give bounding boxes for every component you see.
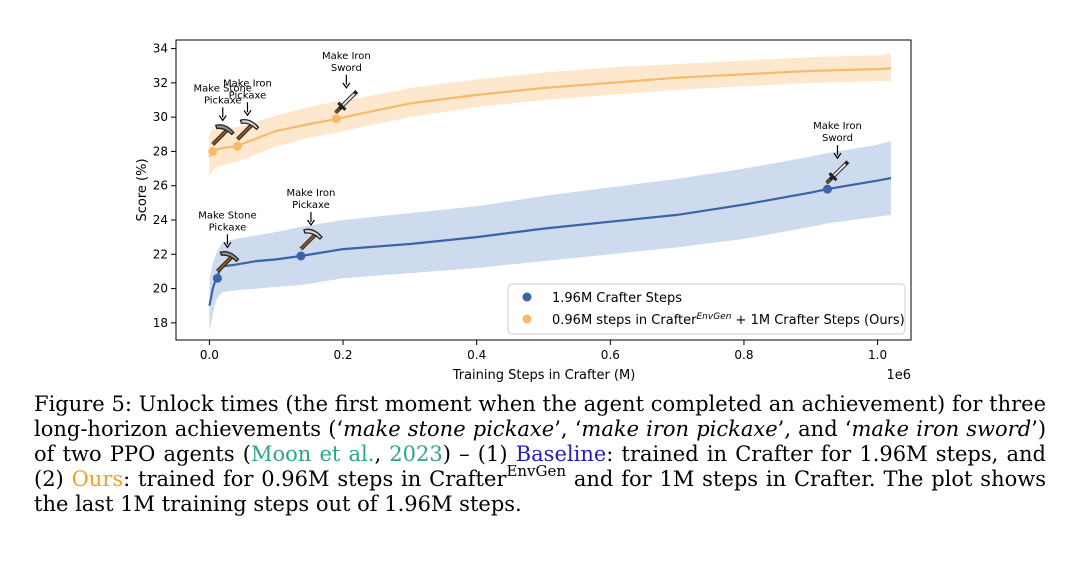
pickaxe-handle [300,232,318,250]
legend-ours-sup: EnvGen [696,312,731,322]
annotation-arrow-head [306,219,315,227]
figure-caption: Figure 5: Unlock times (the first moment… [34,392,1046,517]
x-tick-label: 0.4 [467,348,486,362]
x-axis-label: Training Steps in Crafter (M) [452,368,636,383]
annotation-label-line2: Pickaxe [292,200,330,211]
sword-blade [831,163,847,178]
pickaxe-icon [216,250,240,273]
caption-italic-iron-sword: make iron sword [851,417,1032,441]
x-tick-label: 0.2 [333,348,352,362]
legend: 1.96M Crafter Steps 0.96M steps in Craft… [507,283,906,335]
annotation-arrow-head [833,152,842,160]
pickaxe-icon [236,118,260,141]
annotation-label-line1: Make Iron [287,188,336,199]
y-tick-label: 28 [153,144,168,158]
x-tick-label: 0.6 [601,348,620,362]
caption-text: : trained in Crafter for 1.96M steps, an… [34,442,1046,491]
legend-ours-pre: 0.96M steps in Crafter [552,313,697,328]
y-tick-label: 26 [153,179,168,193]
marker-baseline [212,273,222,283]
marker-baseline [822,184,832,194]
sword-icon [825,160,850,185]
series-line-ours [208,67,892,158]
annotation-label-line1: Make Iron [223,78,272,89]
pickaxe-head [239,118,260,131]
annotation-arrow-head [223,241,232,249]
annotation-label-line1: Make Stone [198,210,256,221]
pickaxe-icon [211,124,235,146]
pickaxe-icon [299,228,323,251]
y-tick-label: 20 [153,282,168,296]
legend-marker-baseline [522,292,532,302]
legend-box [507,283,906,335]
annotation-label-line2: Pickaxe [204,95,242,106]
x-tick-label: 1.0 [868,348,887,362]
annotation-label-line2: Pickaxe [229,90,267,101]
annotation-label-line2: Pickaxe [209,222,247,233]
y-tick-label: 30 [153,110,168,124]
caption-text: ’, and ‘ [777,417,852,441]
sword-icon [334,90,359,114]
citation-author-link[interactable]: Moon et al. [250,442,375,466]
caption-text: ’) of two PPO agents ( [34,417,1047,466]
annotation-label-line2: Sword [331,63,362,74]
annotation-arrow-head [243,109,252,117]
pickaxe-handle [212,127,230,146]
caption-italic-iron-pickaxe: make iron pickaxe [581,417,778,441]
legend-marker-ours [522,314,532,324]
confidence-band-baseline [209,141,891,332]
y-tick-label: 34 [153,42,168,56]
x-tick-label: 0.0 [200,348,219,362]
annotation-label-line1: Make Iron [813,121,862,132]
pickaxe-head [303,228,323,240]
sword-guard [337,101,347,111]
annotation-arrow-head [342,82,351,89]
caption-text: , [374,442,390,466]
baseline-link[interactable]: Baseline [515,442,607,466]
annotation-label-line1: Make Iron [322,51,371,62]
marker-ours [208,146,218,156]
marker-ours [331,114,341,124]
annotation-arrow-head [218,115,227,122]
y-tick-label: 32 [153,76,168,90]
sword-handle [334,107,341,114]
sword-guard [828,172,838,182]
caption-text: Figure 5: Unlock times (the first moment… [34,392,1046,441]
plot-frame [175,39,912,341]
y-tick-label: 24 [153,213,168,227]
pickaxe-handle [216,254,235,272]
ours-link[interactable]: Ours [71,467,124,491]
y-tick-label: 22 [153,247,168,261]
annotation-label-line2: Sword [822,133,853,144]
marker-ours [232,141,242,151]
caption-text: ) – (1) [442,442,516,466]
pickaxe-head [219,250,240,263]
sword-handle [825,178,832,185]
caption-text: ’, ‘ [554,417,582,441]
citation-year-link[interactable]: 2023 [389,442,443,466]
x-offset-label: 1e6 [886,368,911,383]
y-axis-label: Score (%) [135,158,150,221]
caption-text: : trained for 0.96M steps in Crafter [123,467,507,491]
sword-blade [340,93,356,108]
annotation-label-line1: Make Stone [194,83,252,94]
legend-label-ours: 0.96M steps in CrafterEnvGen + 1M Crafte… [552,312,905,328]
confidence-band-ours [209,53,891,178]
pickaxe-head [214,124,235,136]
caption-superscript-envgen: EnvGen [506,462,567,480]
y-tick-label: 18 [153,316,168,330]
marker-baseline [296,251,306,261]
x-tick-label: 0.8 [734,348,753,362]
caption-italic-stone-pickaxe: make stone pickaxe [343,417,555,441]
legend-label-baseline: 1.96M Crafter Steps [552,291,682,306]
legend-ours-post: + 1M Crafter Steps (Ours) [731,313,904,328]
caption-text: and for 1M steps in Crafter. The plot sh… [34,467,1047,516]
pickaxe-handle [236,122,255,140]
